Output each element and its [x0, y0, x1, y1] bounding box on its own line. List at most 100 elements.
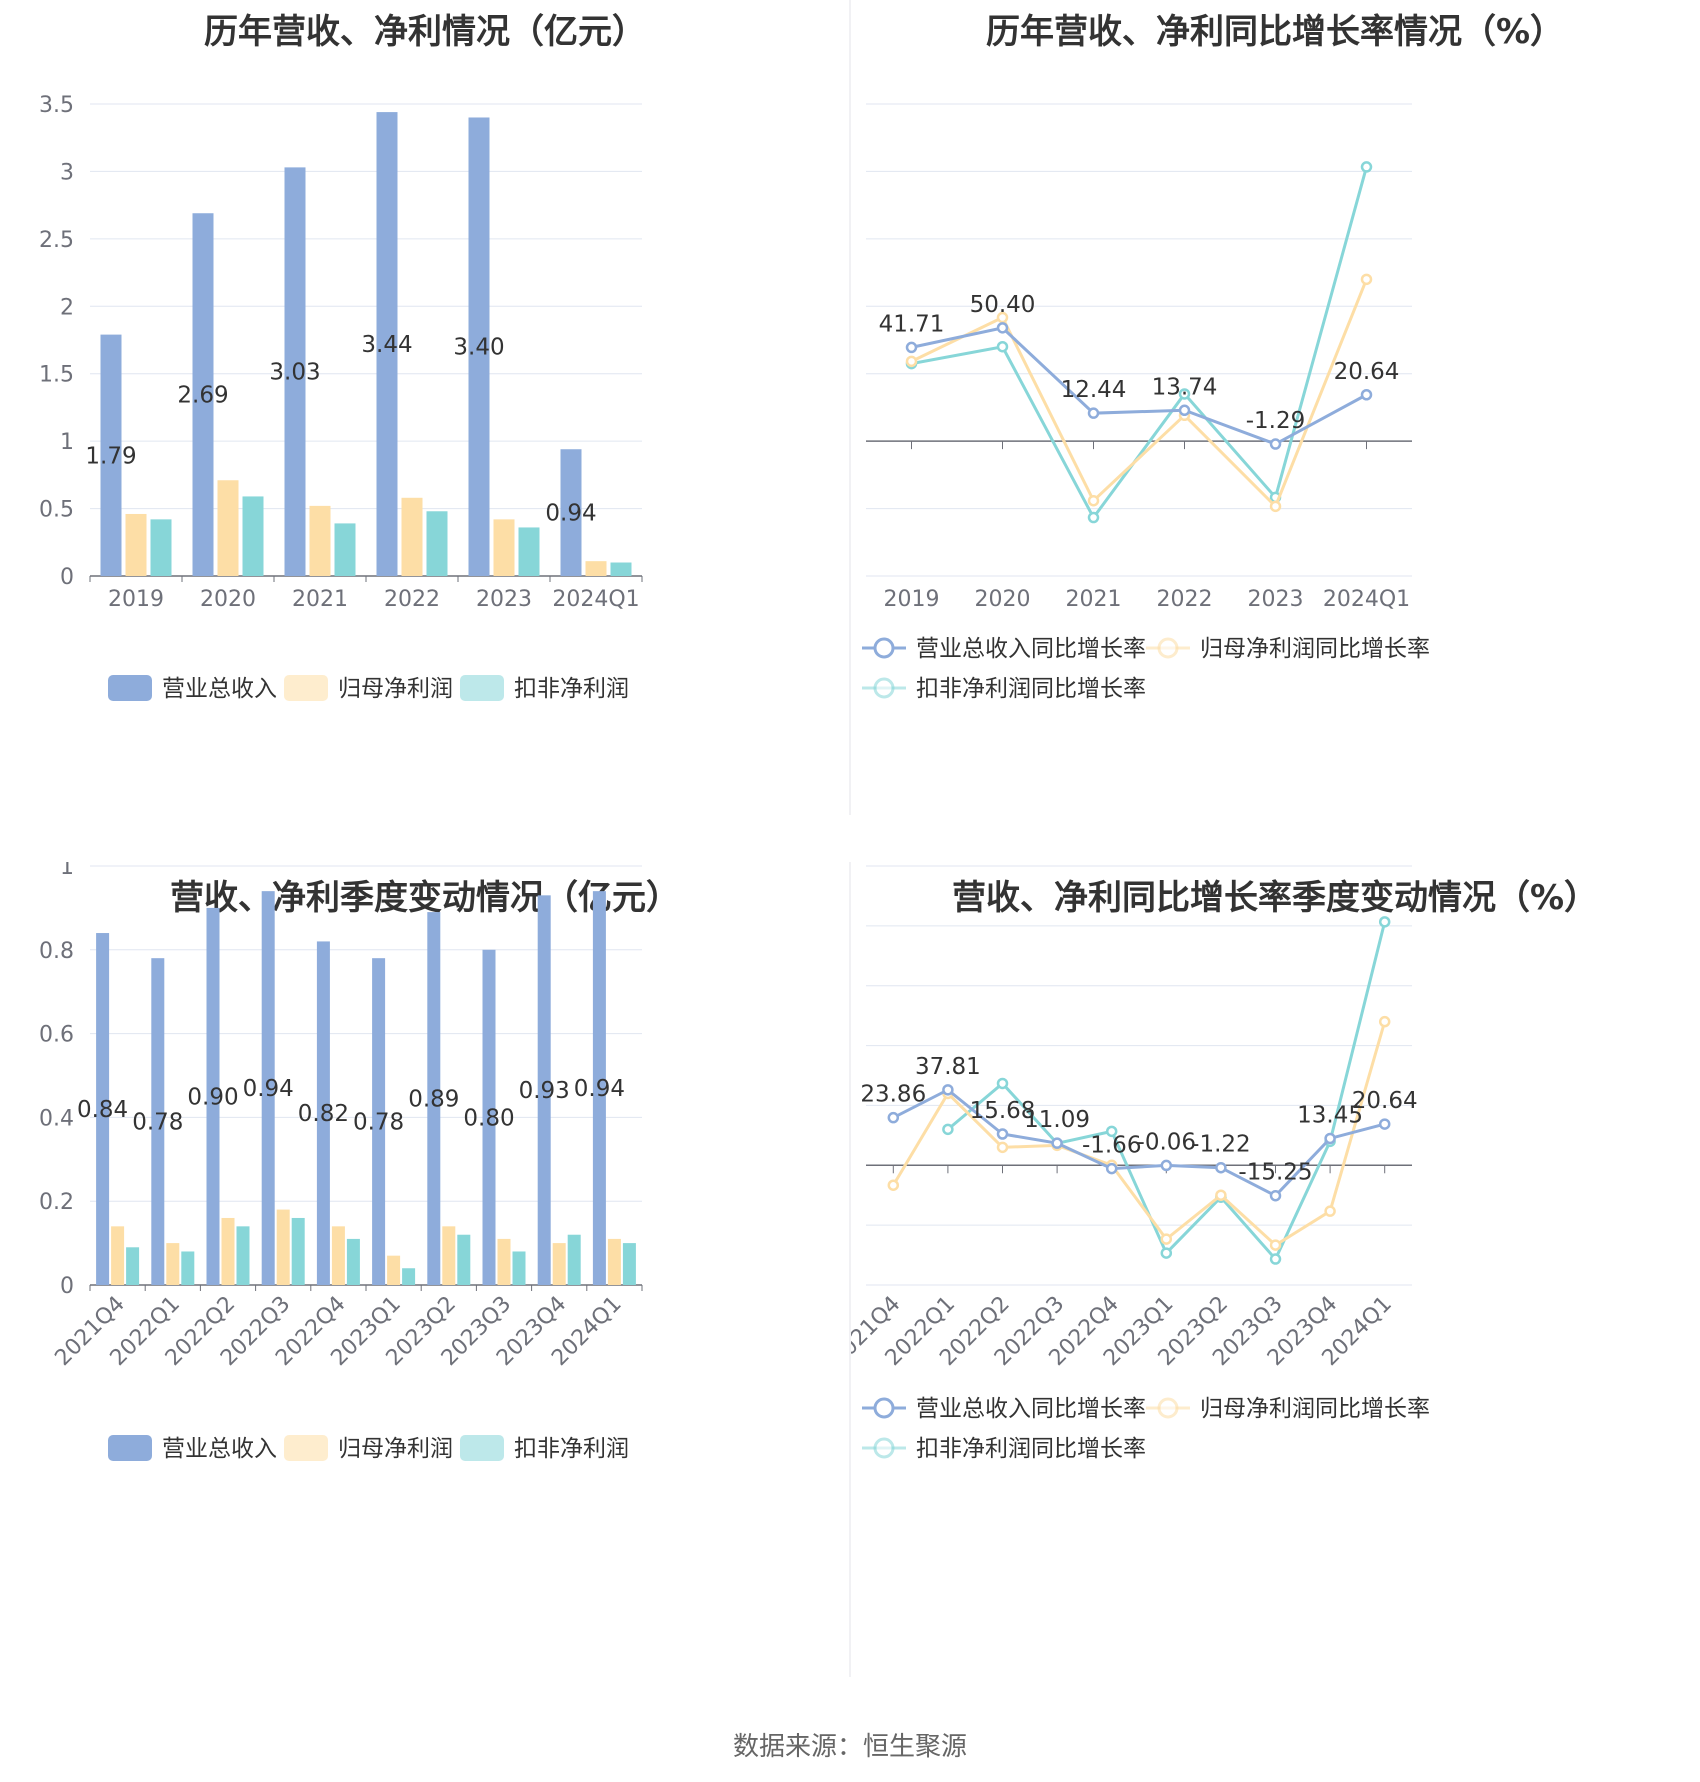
legend-label: 扣非净利润同比增长率: [916, 1436, 1146, 1462]
legend-label: 归母净利润同比增长率: [1200, 1396, 1430, 1422]
data-label: 2.69: [177, 383, 228, 409]
x-tick-label: 2023: [1248, 587, 1304, 612]
legend-swatch: [284, 1435, 328, 1461]
legend-label: 营业总收入: [162, 1436, 277, 1462]
data-label: 13.45: [1297, 1102, 1363, 1128]
bar-revenue: [96, 933, 110, 1285]
series-point: [1087, 494, 1100, 507]
series-point: [1178, 388, 1191, 400]
series-point: [1360, 161, 1373, 173]
data-label: 0.94: [574, 1076, 625, 1102]
quarterly-amounts-chart: 00.20.40.60.812021Q42022Q12022Q22022Q320…: [39, 862, 643, 1462]
series-point: [1160, 1233, 1173, 1245]
divider: [849, 862, 851, 1677]
data-label: -1.66: [1082, 1133, 1142, 1159]
bar-deducted-profit: [346, 1238, 360, 1285]
x-tick-label: 2024Q1: [552, 587, 639, 612]
legend-marker: [1157, 637, 1179, 659]
quarterly-growth-panel: 营收、净利同比增长率季度变动情况（%） -60-3003060901201502…: [850, 862, 1700, 1682]
chart-title: 营收、净利同比增长率季度变动情况（%）: [951, 878, 1599, 918]
legend-label: 营业总收入同比增长率: [916, 1396, 1146, 1422]
y-tick-label: 0.5: [39, 498, 74, 523]
data-label: 20.64: [1334, 359, 1400, 385]
x-tick-label: 2024Q1: [1323, 587, 1410, 612]
series-point: [942, 1084, 954, 1096]
quarterly-growth-chart: -60-3003060901201502021Q42022Q12022Q2202…: [850, 865, 1430, 1462]
bar-deducted-profit: [622, 1243, 636, 1285]
legend-label: 归母净利润: [338, 676, 453, 702]
y-tick-label: 0.8: [39, 939, 74, 964]
bar-net-profit: [221, 1217, 235, 1285]
data-label: 0.94: [243, 1076, 294, 1102]
series-point: [1269, 1253, 1282, 1265]
series-point: [996, 311, 1009, 324]
bar-revenue: [376, 112, 398, 576]
series-point: [887, 1111, 900, 1124]
data-label: 41.71: [879, 311, 945, 337]
y-tick-label: 0.2: [39, 1190, 74, 1215]
bar-revenue: [206, 907, 220, 1285]
data-label: 0.78: [353, 1110, 404, 1136]
y-tick-label: 0.6: [39, 1023, 74, 1048]
series-point: [996, 340, 1009, 353]
bar-net-profit: [125, 513, 147, 576]
series-point: [905, 341, 918, 354]
bar-net-profit: [387, 1255, 401, 1285]
data-label: 0.94: [545, 501, 596, 527]
x-tick-label: 2022: [1157, 587, 1213, 612]
bar-revenue: [592, 891, 606, 1285]
legend-label: 扣非净利润同比增长率: [916, 676, 1146, 702]
series-point: [996, 1077, 1009, 1090]
bar-revenue: [427, 912, 441, 1285]
legend-label: 归母净利润同比增长率: [1200, 636, 1430, 662]
legend-swatch: [108, 675, 152, 701]
bar-net-profit: [166, 1243, 180, 1285]
annual-growth-panel: 历年营收、净利同比增长率情况（%） -60-300306090120150201…: [850, 0, 1700, 820]
y-tick-label: 1: [60, 430, 74, 455]
divider: [849, 0, 851, 815]
y-tick-label: 3: [60, 160, 74, 185]
series-point: [1051, 1137, 1063, 1149]
series-point: [996, 1128, 1009, 1140]
x-tick-label: 2020: [975, 587, 1031, 612]
data-label: 0.84: [77, 1097, 128, 1123]
series-point: [1215, 1189, 1227, 1201]
bar-revenue: [482, 949, 496, 1285]
series-point: [887, 1179, 900, 1191]
y-tick-label: 2: [60, 295, 74, 320]
x-tick-label: 2022: [384, 587, 440, 612]
bar-revenue: [100, 334, 122, 576]
series-point: [1378, 1015, 1391, 1028]
series-point: [1269, 500, 1282, 513]
legend-marker: [873, 1397, 895, 1419]
bar-deducted-profit: [457, 1234, 471, 1285]
bar-deducted-profit: [334, 523, 356, 576]
x-tick-label: 2023: [476, 587, 532, 612]
series-point: [1269, 438, 1282, 450]
legend-label: 营业总收入同比增长率: [916, 636, 1146, 662]
series-point: [1269, 1239, 1282, 1251]
data-label: 1.79: [85, 443, 136, 469]
series-point: [1105, 1162, 1118, 1175]
bar-net-profit: [585, 561, 607, 576]
legend-marker: [873, 637, 895, 659]
bar-revenue: [151, 958, 165, 1285]
x-tick-label: 2021: [292, 587, 348, 612]
data-label: 3.44: [361, 332, 412, 358]
series-point: [1087, 511, 1100, 524]
annual-amounts-panel: 历年营收、净利情况（亿元） 0 0.5 1 1.5 2 2.5 3 3.5 2019 2020 20…: [0, 0, 850, 820]
series-point: [996, 322, 1009, 334]
data-label: 0.93: [519, 1078, 570, 1104]
series-point: [1378, 916, 1391, 928]
bar-deducted-profit: [512, 1251, 526, 1285]
y-tick-label: 0.4: [39, 1106, 74, 1131]
data-label: -0.06: [1137, 1129, 1197, 1155]
bar-revenue: [316, 941, 330, 1285]
legend-marker: [873, 1437, 895, 1459]
series-point: [1087, 407, 1100, 419]
chart-title: 历年营收、净利同比增长率情况（%）: [985, 12, 1565, 52]
data-label: -1.22: [1191, 1132, 1251, 1158]
bar-net-profit: [331, 1226, 345, 1285]
bar-net-profit: [493, 519, 515, 576]
annual-growth-chart: -60-300306090120150201920202021202220232…: [862, 103, 1430, 702]
